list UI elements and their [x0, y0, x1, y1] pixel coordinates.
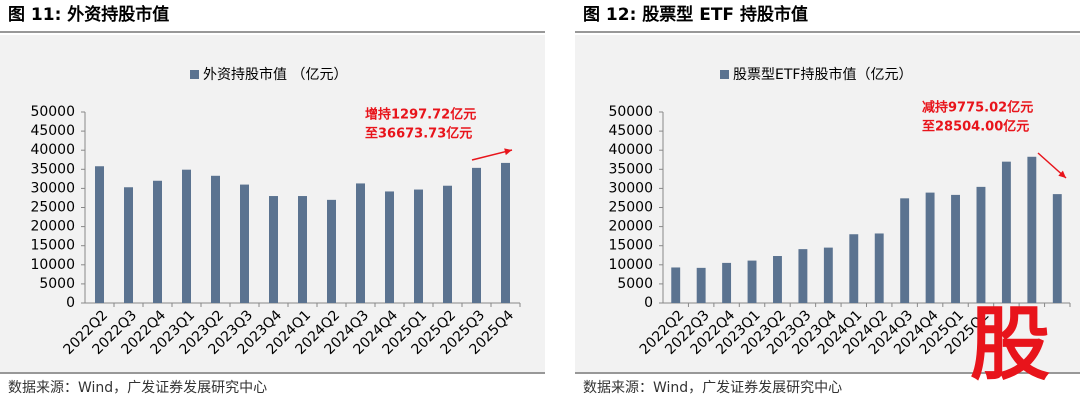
y-tick-label: 20000: [608, 219, 653, 235]
bar: [773, 256, 782, 303]
bar: [747, 260, 757, 303]
y-tick-label: 30000: [30, 180, 75, 196]
bar: [443, 185, 452, 303]
bar: [182, 169, 191, 303]
y-tick-label: 0: [644, 295, 653, 311]
bar: [298, 196, 307, 303]
y-tick-label: 5000: [39, 276, 75, 292]
y-tick-label: 25000: [608, 200, 653, 216]
bar: [385, 191, 394, 303]
bar: [124, 187, 133, 303]
y-tick-label: 15000: [608, 238, 653, 254]
bar: [1001, 161, 1011, 303]
arrow-head: [1058, 170, 1066, 178]
legend-label: 股票型ETF持股市值（亿元）: [733, 66, 912, 83]
panel-bg: [575, 35, 1080, 372]
bar: [501, 162, 510, 303]
annotation: 至36673.73亿元: [365, 126, 472, 142]
bar: [951, 194, 960, 303]
bar: [696, 267, 706, 303]
watermark: 股: [970, 298, 1050, 391]
bar: [900, 198, 910, 303]
legend-label: 外资持股市值 （亿元）: [203, 66, 347, 83]
bar: [211, 175, 220, 303]
y-tick-label: 45000: [30, 123, 75, 139]
chart-title: 图 11: 外资持股市值: [8, 4, 169, 25]
bar: [414, 189, 423, 303]
bar: [95, 166, 104, 303]
bar: [327, 199, 336, 303]
bar: [874, 233, 884, 303]
chart-title: 图 12: 股票型 ETF 持股市值: [583, 4, 808, 25]
y-tick-label: 45000: [608, 123, 653, 139]
annotation: 增持1297.72亿元: [365, 107, 476, 123]
bar: [1027, 156, 1037, 303]
y-tick-label: 0: [66, 295, 75, 311]
bar: [671, 267, 681, 303]
bar: [153, 180, 162, 303]
y-tick-label: 40000: [30, 142, 75, 158]
bar: [472, 167, 481, 303]
y-tick-label: 35000: [30, 161, 75, 177]
y-tick-label: 10000: [30, 257, 75, 273]
bar: [798, 249, 808, 303]
bar: [240, 184, 249, 303]
bar: [823, 247, 833, 303]
source: 数据来源：Wind，广发证券发展研究中心: [583, 380, 842, 396]
legend-swatch: [190, 70, 199, 79]
bar: [976, 186, 986, 303]
bar: [1052, 194, 1062, 303]
y-tick-label: 50000: [30, 104, 75, 120]
y-tick-label: 25000: [30, 200, 75, 216]
y-tick-label: 40000: [608, 142, 653, 158]
bar: [356, 183, 365, 303]
annotation: 减持9775.02亿元: [922, 100, 1033, 116]
y-tick-label: 30000: [608, 180, 653, 196]
y-tick-label: 35000: [608, 161, 653, 177]
annotation: 至28504.00亿元: [922, 119, 1029, 135]
bar: [849, 234, 859, 303]
legend-swatch: [720, 70, 729, 79]
y-tick-label: 10000: [608, 257, 653, 273]
arrow-head: [504, 148, 512, 156]
y-tick-label: 20000: [30, 219, 75, 235]
y-tick-label: 5000: [617, 276, 653, 292]
y-tick-label: 50000: [608, 104, 653, 120]
source: 数据来源：Wind，广发证券发展研究中心: [8, 380, 267, 396]
bar: [269, 196, 278, 303]
bar: [925, 192, 935, 303]
y-tick-label: 15000: [30, 238, 75, 254]
bar: [722, 262, 732, 303]
